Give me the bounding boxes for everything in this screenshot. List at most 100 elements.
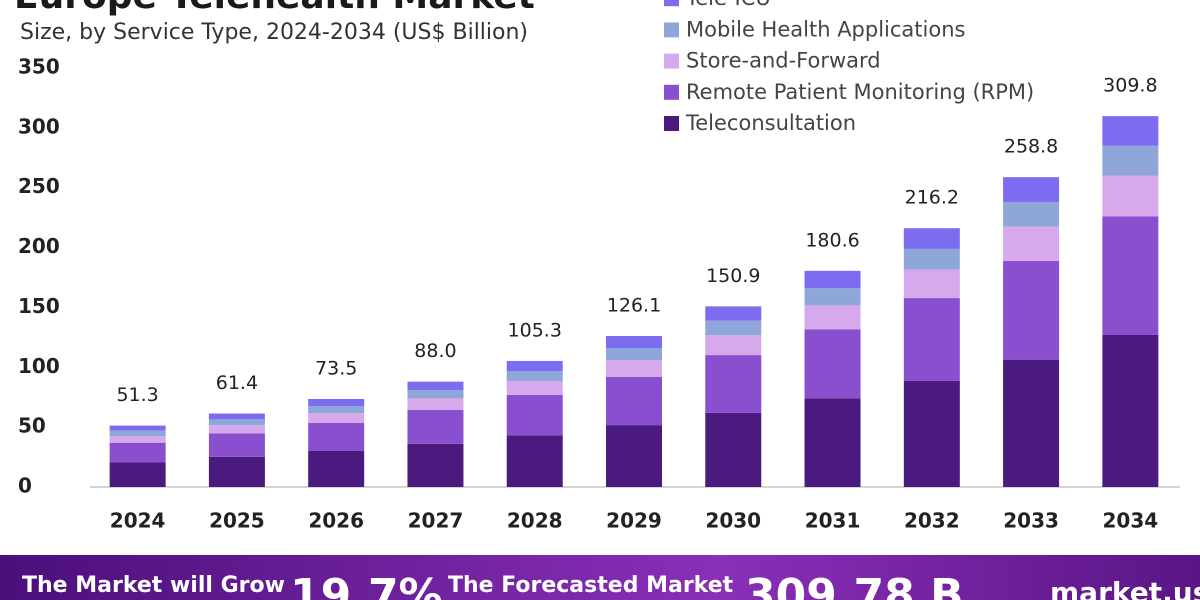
bar-segment [903, 298, 960, 381]
total-label: 126.1 [607, 295, 661, 317]
bar-segment [208, 456, 265, 487]
total-label: 180.6 [805, 229, 859, 251]
bar-segment [1102, 145, 1159, 176]
bar-segment [308, 399, 365, 407]
bar-segment [1003, 177, 1060, 202]
bar-segment [1003, 359, 1060, 487]
bar-segment [308, 413, 365, 423]
bar-segment [804, 329, 861, 399]
bar-segment [1003, 226, 1060, 261]
bar-segment [506, 394, 563, 436]
bar-segment [208, 433, 265, 457]
bar-segment [208, 419, 265, 426]
bar-segment [1003, 260, 1060, 360]
total-label: 88.0 [414, 340, 456, 362]
bar-segment [506, 360, 563, 371]
bar-segment [804, 305, 861, 330]
x-tick-label: 2033 [1003, 509, 1059, 533]
bar-segment [506, 435, 563, 487]
legend-swatch [664, 53, 679, 69]
y-tick-label: 350 [18, 55, 60, 79]
bar-segment [903, 228, 960, 249]
y-tick-label: 200 [18, 234, 60, 258]
legend-label: Teleconsultation [685, 111, 856, 135]
total-label: 258.8 [1004, 136, 1058, 158]
bar-segment [903, 248, 960, 270]
y-tick-label: 100 [18, 354, 60, 378]
x-tick-label: 2032 [904, 509, 960, 533]
banner [0, 555, 1200, 600]
bar-segment [606, 360, 662, 377]
x-tick-label: 2034 [1103, 509, 1159, 533]
total-label: 150.9 [706, 265, 760, 287]
y-tick-label: 300 [18, 114, 60, 138]
bar-segment [705, 306, 762, 321]
legend-swatch [664, 116, 679, 131]
legend-label: Remote Patient Monitoring (RPM) [686, 80, 1034, 104]
banner-cagr: 19.7% [290, 570, 443, 600]
legend-label: Store-and-Forward [686, 49, 881, 73]
x-tick-label: 2025 [209, 509, 265, 533]
total-label: 309.8 [1103, 75, 1157, 97]
bar-segment [606, 348, 662, 361]
legend-swatch [664, 22, 679, 38]
total-label: 61.4 [216, 372, 258, 394]
total-label: 216.2 [905, 187, 959, 209]
bar-segment [109, 436, 166, 443]
bar-segment [804, 270, 861, 289]
x-tick-label: 2030 [705, 509, 761, 533]
banner-brand: market.us [1050, 576, 1200, 600]
legend-label: Tele-ICU [685, 0, 771, 10]
bar-segment [208, 413, 265, 420]
x-tick-label: 2028 [507, 509, 563, 533]
total-label: 51.3 [116, 384, 158, 406]
bar-segment [1102, 116, 1159, 146]
banner-text: The Market will Grow [22, 573, 285, 598]
total-label: 73.5 [315, 358, 357, 380]
banner-value: 309.78 B [745, 570, 964, 600]
bar-segment [705, 412, 762, 487]
bar-segment [506, 381, 563, 395]
banner-text: The Forecasted Market [448, 573, 734, 598]
legend-swatch [664, 0, 679, 7]
bar-segment [705, 355, 762, 413]
bar-segment [109, 462, 166, 487]
x-tick-label: 2029 [606, 509, 662, 533]
bar-segment [407, 390, 464, 399]
bar-segment [109, 425, 166, 431]
y-tick-label: 0 [18, 474, 32, 498]
chart-subtitle: Size, by Service Type, 2024-2034 (US$ Bi… [20, 20, 528, 45]
legend-swatch [664, 84, 679, 100]
bar-segment [705, 335, 762, 356]
bar-segment [109, 442, 166, 463]
bar-segment [1003, 201, 1060, 227]
x-tick-label: 2024 [110, 509, 166, 533]
bar-segment [109, 430, 166, 437]
bar-segment [407, 381, 464, 391]
total-label: 105.3 [508, 319, 562, 341]
bar-segment [506, 370, 563, 382]
bar-segment [1102, 216, 1159, 335]
bar-segment [606, 425, 662, 487]
y-tick-label: 250 [18, 174, 60, 198]
bar-segment [308, 406, 365, 414]
bar-segment [308, 422, 365, 451]
bar-segment [903, 269, 960, 299]
bar-segment [308, 450, 365, 487]
x-tick-label: 2027 [408, 509, 464, 533]
bar-segment [804, 398, 861, 487]
bar-segment [1102, 175, 1159, 217]
bar-segment [407, 398, 464, 411]
chart-title: Europe Telehealth Market [14, 0, 535, 17]
bar-segment [1102, 334, 1159, 487]
bar-segment [903, 380, 960, 487]
y-tick-label: 50 [18, 414, 46, 438]
x-tick-label: 2031 [805, 509, 861, 533]
bar-segment [407, 443, 464, 487]
bar-segment [208, 425, 265, 434]
x-tick-label: 2026 [308, 509, 364, 533]
legend-label: Mobile Health Applications [686, 17, 965, 41]
bar-segment [804, 288, 861, 306]
bar-segment [606, 376, 662, 426]
